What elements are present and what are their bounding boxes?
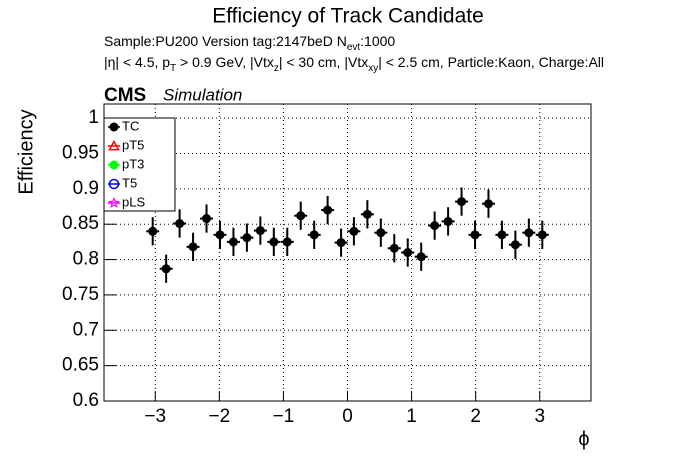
data-point: [524, 228, 534, 238]
data-point: [255, 226, 265, 236]
data-point: [296, 211, 306, 221]
annotation-part: xy: [368, 63, 378, 74]
data-point: [175, 219, 185, 229]
y-tick-label: 0.85: [62, 213, 99, 234]
y-tick-label: 0.95: [62, 143, 99, 164]
data-point: [269, 237, 279, 247]
data-point: [470, 230, 480, 240]
data-point: [362, 209, 372, 219]
legend-marker: [109, 160, 119, 170]
y-tick-label: 0.8: [73, 249, 99, 270]
legend-label: pT5: [122, 137, 144, 152]
annotation-part: evt: [347, 42, 361, 53]
data-point: [215, 230, 225, 240]
data-point: [282, 237, 292, 247]
y-tick-label: 0.75: [62, 284, 99, 305]
legend-label: T5: [122, 175, 137, 190]
legend-marker: [108, 196, 120, 208]
y-tick-label: 1: [88, 107, 99, 128]
data-point: [349, 226, 359, 236]
data-point: [497, 230, 507, 240]
y-tick-label: 0.7: [73, 319, 99, 340]
data-point: [202, 214, 212, 224]
data-point: [309, 230, 319, 240]
legend-marker: [108, 178, 120, 190]
data-point: [228, 237, 238, 247]
x-tick-label: 3: [534, 406, 545, 427]
y-tick-label: 0.9: [73, 178, 99, 199]
data-point: [510, 240, 520, 250]
data-point: [242, 233, 252, 243]
legend-label: pLS: [122, 194, 145, 209]
data-point: [416, 252, 426, 262]
annotation-part: > 0.9 GeV, |Vtx: [176, 54, 274, 70]
data-point: [430, 221, 440, 231]
data-point: [537, 230, 547, 240]
annotation-part: |η| < 4.5, p: [104, 54, 170, 70]
data-point: [336, 238, 346, 248]
legend-label: TC: [122, 118, 139, 133]
x-tick-label: 0: [342, 406, 353, 427]
x-tick-label: 2: [470, 406, 481, 427]
legend-marker: [108, 139, 120, 151]
x-tick-label: −2: [209, 406, 231, 427]
annotation-part: :1000: [360, 33, 395, 49]
y-tick-label: 0.6: [73, 390, 99, 411]
x-tick-label: −1: [273, 406, 295, 427]
legend-label: pT3: [122, 156, 144, 171]
annotation-part: T: [170, 63, 176, 74]
annotation: |η| < 4.5, pT > 0.9 GeV, |Vtxz| < 30 cm,…: [104, 54, 604, 74]
status-label: Simulation: [163, 85, 242, 104]
data-point: [376, 228, 386, 238]
data-point: [188, 242, 198, 252]
annotation: Sample:PU200 Version tag:2147beD Nevt:10…: [104, 33, 395, 53]
annotation-part: z: [274, 63, 279, 74]
x-tick-label: 1: [406, 406, 417, 427]
x-axis-title: ϕ: [578, 428, 589, 450]
y-tick-label: 0.65: [62, 355, 99, 376]
x-tick-label: −3: [144, 406, 166, 427]
data-point: [323, 205, 333, 215]
data-point: [389, 243, 399, 253]
y-axis-title: Efficiency: [15, 109, 37, 194]
data-point: [161, 264, 171, 274]
data-point: [148, 226, 158, 236]
data-point: [443, 216, 453, 226]
annotation-part: | < 30 cm, |Vtx: [279, 54, 368, 70]
data-point: [483, 199, 493, 209]
annotation-part: Sample:PU200 Version tag:2147beD N: [104, 33, 347, 49]
legend-marker: [109, 122, 119, 132]
experiment-label: CMS: [104, 85, 146, 106]
data-point: [403, 248, 413, 257]
chart-title: Efficiency of Track Candidate: [212, 5, 484, 28]
data-point: [457, 197, 467, 207]
annotation-part: | < 2.5 cm, Particle:Kaon, Charge:All: [378, 54, 604, 70]
